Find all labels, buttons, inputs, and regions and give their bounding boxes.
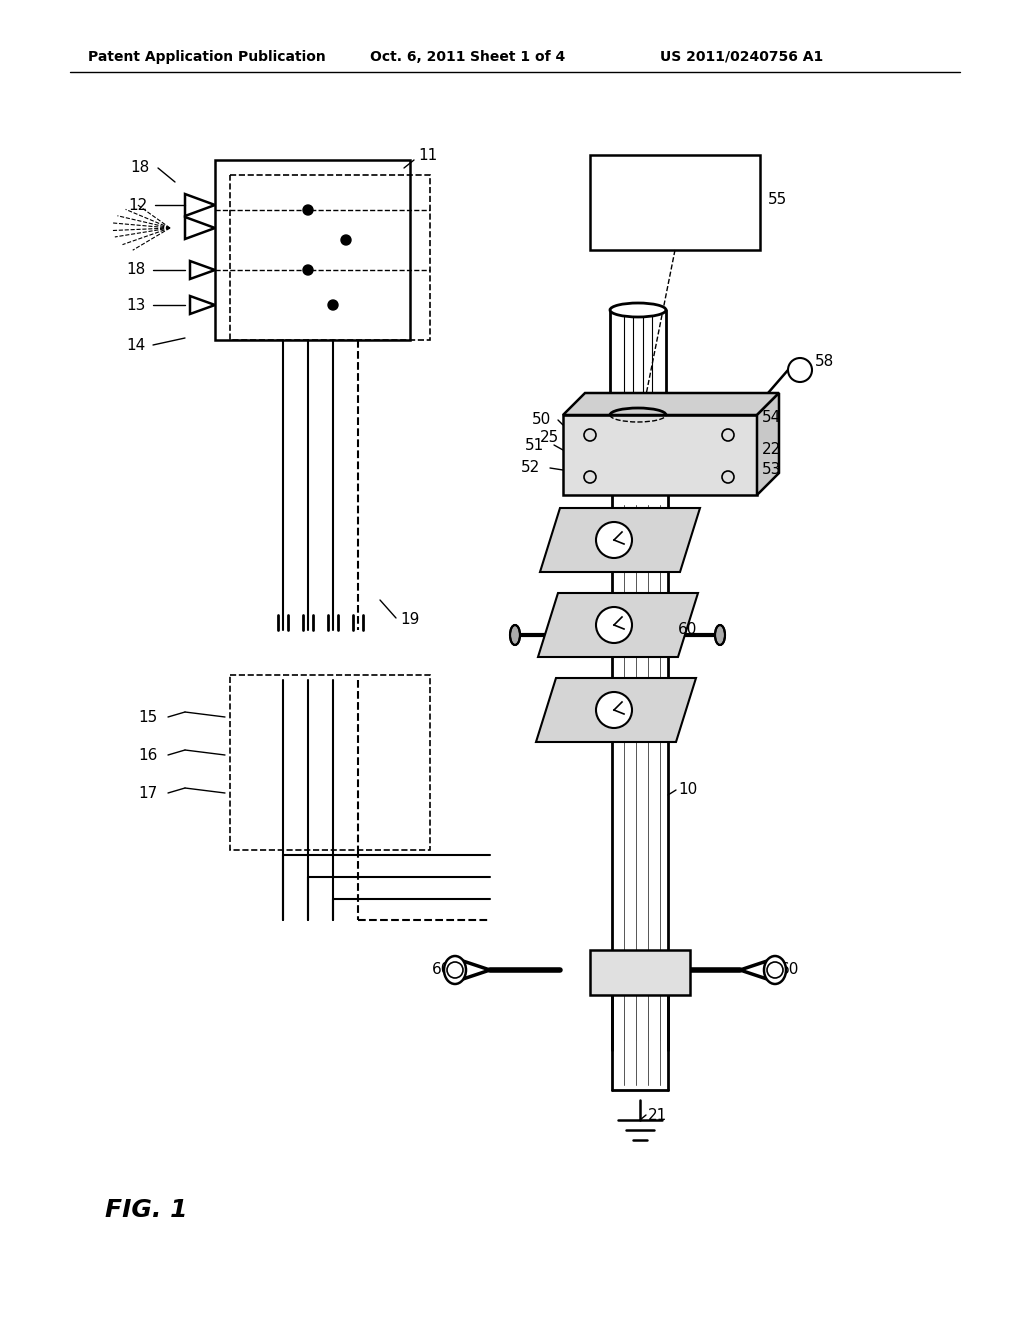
Text: 18: 18 — [126, 263, 145, 277]
Text: 10: 10 — [678, 783, 697, 797]
Text: 13: 13 — [126, 297, 145, 313]
Ellipse shape — [610, 304, 666, 317]
Text: 51: 51 — [525, 437, 544, 453]
Circle shape — [596, 692, 632, 729]
Polygon shape — [540, 508, 700, 572]
Text: 14: 14 — [126, 338, 145, 352]
Text: 55: 55 — [768, 193, 787, 207]
Text: Oct. 6, 2011: Oct. 6, 2011 — [370, 50, 466, 63]
Text: 21: 21 — [648, 1107, 668, 1122]
Text: US 2011/0240756 A1: US 2011/0240756 A1 — [660, 50, 823, 63]
Circle shape — [328, 300, 338, 310]
Text: Sheet 1 of 4: Sheet 1 of 4 — [470, 50, 565, 63]
Ellipse shape — [764, 956, 786, 983]
Ellipse shape — [444, 956, 466, 983]
Text: FIG. 1: FIG. 1 — [105, 1199, 187, 1222]
Text: Patent Application Publication: Patent Application Publication — [88, 50, 326, 63]
Text: 50: 50 — [532, 412, 551, 428]
Circle shape — [596, 607, 632, 643]
Text: 18: 18 — [130, 161, 150, 176]
Polygon shape — [757, 393, 779, 495]
Text: 17: 17 — [138, 785, 158, 800]
Polygon shape — [590, 950, 690, 995]
Polygon shape — [536, 678, 696, 742]
Text: 22: 22 — [762, 442, 781, 458]
Circle shape — [596, 521, 632, 558]
Text: 19: 19 — [400, 612, 420, 627]
Text: 60: 60 — [432, 962, 452, 978]
Text: 60: 60 — [780, 962, 800, 978]
Ellipse shape — [510, 624, 520, 645]
Circle shape — [341, 235, 351, 246]
Circle shape — [303, 265, 313, 275]
Circle shape — [788, 358, 812, 381]
Text: 52: 52 — [521, 461, 541, 475]
Text: 53: 53 — [762, 462, 781, 478]
Ellipse shape — [715, 624, 725, 645]
Text: 12: 12 — [128, 198, 147, 213]
Text: 58: 58 — [815, 355, 835, 370]
Text: 11: 11 — [418, 149, 437, 164]
Polygon shape — [538, 593, 698, 657]
Polygon shape — [563, 414, 757, 495]
Text: 25: 25 — [540, 429, 559, 445]
Circle shape — [303, 205, 313, 215]
Polygon shape — [563, 393, 779, 414]
Text: 16: 16 — [138, 747, 158, 763]
Text: 15: 15 — [138, 710, 158, 725]
Text: 60: 60 — [678, 623, 697, 638]
Text: 20: 20 — [678, 593, 697, 607]
Text: 54: 54 — [762, 411, 781, 425]
